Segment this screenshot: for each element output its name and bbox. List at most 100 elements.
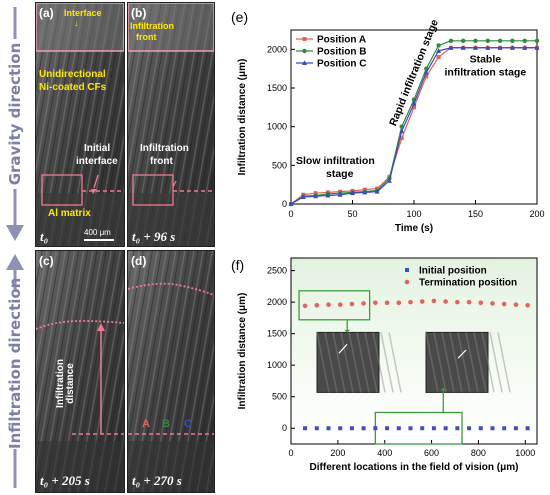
data-point-initial (467, 426, 472, 431)
legend-marker (302, 60, 307, 65)
panel-d-time: t₀ + 270 s (132, 473, 182, 488)
initial-interface-label-line2: interface (76, 156, 118, 167)
data-point-termination (408, 299, 413, 305)
data-point (412, 105, 416, 110)
data-point (522, 38, 527, 44)
legend-marker (404, 279, 410, 285)
data-point-termination (466, 299, 472, 305)
y-tick-label: 2500 (267, 266, 287, 276)
data-point-initial (349, 426, 354, 431)
data-point-termination (396, 300, 402, 306)
x-tick-label: 200 (529, 209, 544, 219)
legend-marker (302, 37, 307, 41)
data-point (485, 45, 491, 50)
data-point (473, 38, 478, 44)
micrograph-panel-b: (b) Infiltration front Infiltration fron… (127, 2, 215, 247)
inset-right (425, 331, 511, 393)
data-point (448, 38, 454, 44)
front-top-label-line1: Infiltration (130, 21, 174, 31)
data-point-termination (501, 301, 507, 307)
annotation-slow-line1: Slow infiltration (296, 155, 375, 167)
y-tick-label: 1000 (267, 360, 287, 370)
data-point-initial (408, 426, 413, 431)
x-tick-label: 1000 (515, 448, 535, 458)
inset-left-fiber (348, 332, 362, 393)
x-tick-label: 100 (406, 209, 421, 219)
x-tick-label: 600 (424, 448, 439, 458)
scale-bar-label: 400 μm (84, 228, 111, 237)
annotation-rapid: Rapid infiltration stage (387, 18, 441, 128)
data-point-termination (337, 302, 343, 307)
data-point (460, 45, 466, 50)
y-tick-label: 500 (272, 392, 287, 402)
inset-right-fiber (473, 332, 487, 393)
y-axis-label: Infiltration distance (μm) (237, 59, 248, 176)
data-point (411, 100, 417, 106)
data-point (337, 192, 343, 197)
data-point-initial (361, 426, 366, 431)
inset-right-fiber (489, 332, 503, 393)
data-point (362, 189, 368, 195)
front-label-line2: front (150, 156, 173, 167)
data-point-initial (326, 426, 331, 431)
data-point (386, 178, 392, 183)
position-a-marker: A (142, 418, 150, 430)
data-point-termination (443, 299, 448, 304)
inset-left-fiber (364, 332, 378, 393)
connector-right-arrow (440, 387, 447, 391)
data-point-termination (349, 301, 355, 307)
interface-label: Interface (64, 8, 102, 18)
x-tick-label: 50 (347, 209, 357, 219)
data-point-initial (303, 426, 308, 431)
inset-right-fiber (465, 332, 479, 393)
inset-left-fiber (332, 332, 346, 393)
inset-right-fiber (449, 332, 463, 393)
interface-arrow-icon: ↓ (74, 18, 79, 28)
data-point (510, 38, 515, 44)
x-tick-label: 200 (330, 448, 345, 458)
gravity-direction-indicator: Gravity direction (0, 5, 30, 245)
micrograph-panel-a: (a) Interface ↓ Unidirectional Ni-coated… (35, 2, 125, 247)
data-point (497, 45, 503, 50)
gravity-direction-label: Gravity direction (6, 39, 24, 189)
micrograph-panel-d: (d) A B C t₀ + 270 s (127, 250, 215, 493)
data-point-initial (420, 426, 425, 431)
micrograph-d-image (128, 251, 214, 492)
data-point-initial (490, 426, 495, 431)
x-tick-label: 400 (377, 448, 392, 458)
data-point (350, 190, 355, 196)
data-point (436, 48, 442, 53)
data-point-initial (431, 426, 436, 431)
panel-a-tag: (a) (39, 6, 54, 20)
inset-left-fiber (356, 332, 370, 393)
data-point-initial (478, 426, 483, 431)
data-point (288, 201, 294, 206)
chart-f: (f) 0 200 400 600 800 1000 0 500 1000 1500 2000 2500… (231, 257, 538, 473)
inset-left-fiber (372, 332, 386, 393)
data-point-termination (513, 302, 519, 307)
data-point (399, 136, 404, 141)
infiltration-direction-indicator: Infiltration direction (0, 250, 30, 490)
x-tick-label: 0 (288, 448, 293, 458)
y-tick-label: 1500 (267, 83, 287, 93)
cfs-label-line2: Ni-coated CFs (39, 82, 107, 93)
data-point-termination (490, 301, 495, 306)
data-point (399, 128, 405, 134)
scale-bar (84, 239, 114, 241)
data-point (461, 38, 466, 44)
inset-right-fiber (481, 332, 495, 393)
inset-right-fiber (457, 332, 471, 393)
data-point-initial (502, 426, 507, 431)
inset-right-fiber (441, 332, 455, 393)
data-point-termination (419, 299, 425, 304)
data-point-termination (455, 299, 460, 305)
panel-b-time: t₀ + 96 s (132, 229, 176, 244)
connector-left-arrow (344, 329, 351, 333)
data-point (436, 43, 441, 48)
data-point-termination (478, 300, 484, 306)
position-c-marker: C (184, 418, 192, 430)
data-point (436, 55, 441, 60)
inset-right-pointer (457, 349, 467, 359)
y-tick-label: 500 (272, 160, 287, 170)
